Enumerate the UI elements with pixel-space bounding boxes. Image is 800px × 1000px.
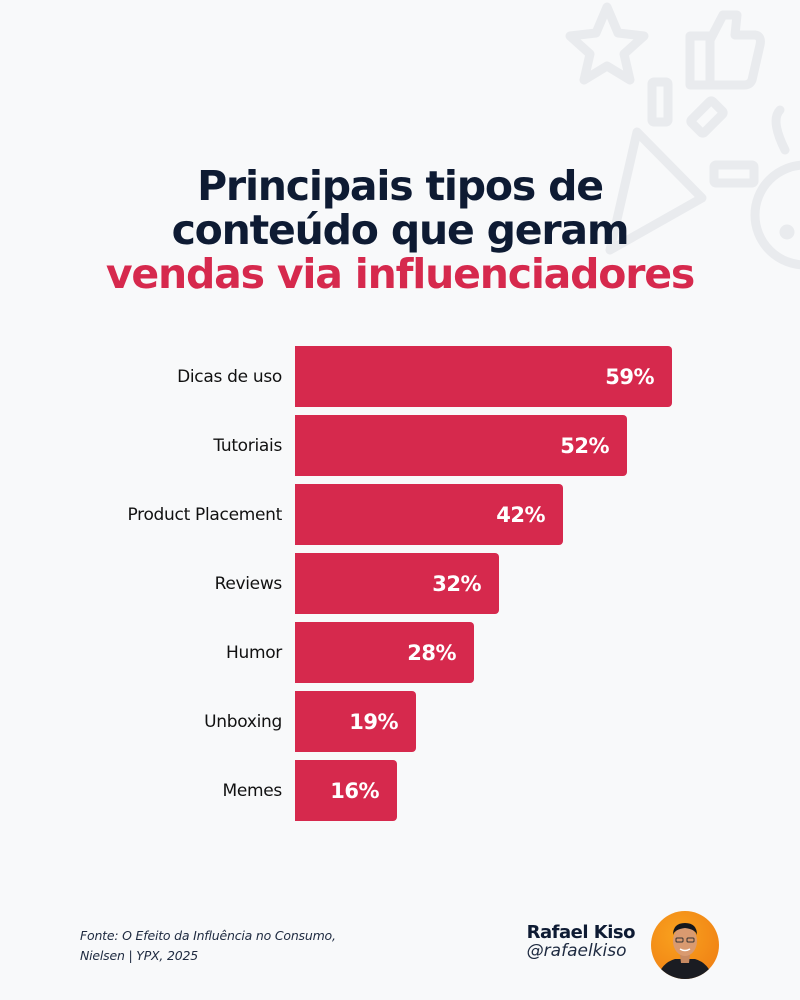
source-citation: Fonte: O Efeito da Influência no Consumo… (80, 926, 336, 966)
bar-row: Memes 16% (0, 760, 800, 821)
person-photo-icon (657, 923, 713, 979)
star-icon (565, 2, 649, 85)
bar-category-label: Reviews (214, 573, 283, 594)
bar: 16% (295, 760, 397, 821)
bar-row: Dicas de uso 59% (0, 346, 800, 407)
bar-value-label: 19% (349, 709, 398, 734)
heart-icon (771, 105, 790, 155)
source-line-2: Nielsen | YPX, 2025 (80, 948, 198, 963)
bar-row: Reviews 32% (0, 553, 800, 614)
bar-row: Humor 28% (0, 622, 800, 683)
bar-value-label: 16% (330, 778, 379, 803)
bar-row: Product Placement 42% (0, 484, 800, 545)
bar-category-label: Memes (222, 780, 282, 801)
bar-category-label: Tutoriais (213, 435, 282, 456)
bar-category-label: Product Placement (127, 504, 282, 525)
avatar (651, 911, 719, 979)
thumbs-up-icon (685, 10, 765, 90)
title-line-2: conteúdo que geram (171, 206, 630, 254)
bar-value-label: 52% (560, 433, 609, 458)
author-name: Rafael Kiso (526, 922, 636, 943)
bar-category-label: Unboxing (204, 711, 282, 732)
page-title: Principais tipos de conteúdo que geram v… (0, 164, 800, 296)
author-handle: @rafaelkiso (526, 941, 627, 961)
bar-category-label: Humor (225, 642, 282, 663)
bar-value-label: 42% (496, 502, 545, 527)
bar-value-label: 28% (407, 640, 456, 665)
bar: 19% (295, 691, 416, 752)
bar-value-label: 32% (432, 571, 481, 596)
bar: 32% (295, 553, 499, 614)
title-line-3-highlight: vendas via influenciadores (105, 250, 695, 298)
author-credit: Rafael Kiso @rafaelkiso (526, 922, 636, 961)
bar-row: Unboxing 19% (0, 691, 800, 752)
bar-value-label: 59% (605, 364, 654, 389)
bar: 28% (295, 622, 474, 683)
bar-row: Tutoriais 52% (0, 415, 800, 476)
title-line-1: Principais tipos de (197, 162, 604, 210)
bar-category-label: Dicas de uso (177, 366, 282, 387)
source-line-1: Fonte: O Efeito da Influência no Consumo… (80, 928, 336, 943)
bar: 59% (295, 346, 672, 407)
bar-chart: Dicas de uso 59% Tutoriais 52% Product P… (0, 346, 800, 829)
bar: 52% (295, 415, 627, 476)
bar: 42% (295, 484, 563, 545)
